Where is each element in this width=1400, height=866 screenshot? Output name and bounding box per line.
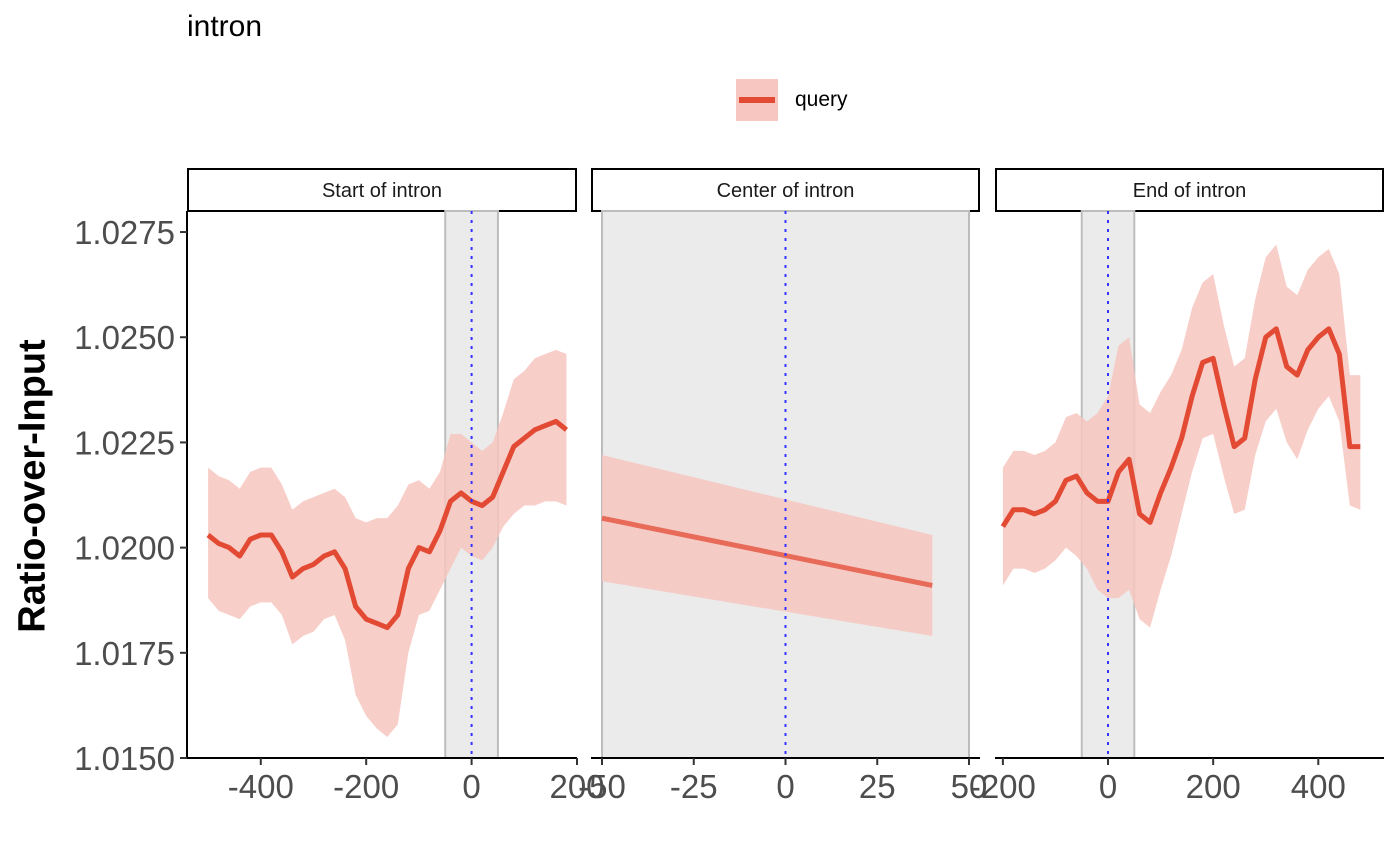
y-tick-label: 1.0200 bbox=[74, 530, 175, 567]
facet-panel-1: Start of intron -400 -200 0 200 bbox=[187, 168, 605, 805]
legend-key-query bbox=[736, 79, 778, 121]
facet-strip bbox=[187, 168, 577, 212]
facet-panel-2: Center of intron -50 -25 0 25 50 bbox=[578, 168, 988, 805]
facet-strip-label: Center of intron bbox=[717, 180, 855, 202]
x-tick-label: 50 bbox=[951, 768, 988, 805]
chart-title: intron bbox=[187, 10, 263, 43]
x-tick-label: 25 bbox=[859, 768, 896, 805]
legend-label-query: query bbox=[795, 88, 848, 111]
y-tick-label: 1.0275 bbox=[74, 214, 175, 251]
x-tick-label: -400 bbox=[228, 768, 294, 805]
y-tick-label: 1.0250 bbox=[74, 319, 175, 356]
x-tick-label: -200 bbox=[970, 768, 1036, 805]
x-tick-label: 200 bbox=[1186, 768, 1241, 805]
legend: query bbox=[736, 79, 848, 121]
x-tick-label: 200 bbox=[549, 768, 604, 805]
series-line-query bbox=[601, 515, 933, 588]
facet-strip-label: End of intron bbox=[1133, 180, 1246, 202]
facet-strip-label: Start of intron bbox=[322, 180, 442, 202]
y-tick-label: 1.0150 bbox=[74, 740, 175, 777]
series-line-query bbox=[206, 418, 569, 631]
facet-panel-3: End of intron -200 0 200 400 bbox=[970, 168, 1384, 805]
confidence-ribbon bbox=[208, 349, 567, 737]
facet-strip bbox=[591, 168, 980, 212]
x-tick-label: 0 bbox=[776, 768, 794, 805]
x-tick-label: 0 bbox=[1099, 768, 1117, 805]
y-tick-label: 1.0225 bbox=[74, 424, 175, 461]
x-tick-label: 0 bbox=[462, 768, 480, 805]
facet-strip bbox=[995, 168, 1384, 212]
x-tick-label: -200 bbox=[333, 768, 399, 805]
x-tick-label: -50 bbox=[578, 768, 626, 805]
x-tick-label: 400 bbox=[1291, 768, 1346, 805]
confidence-ribbon bbox=[602, 455, 933, 636]
x-tick-label: -25 bbox=[670, 768, 718, 805]
y-tick-label: 1.0175 bbox=[74, 635, 175, 672]
series-line-query bbox=[1000, 326, 1361, 528]
